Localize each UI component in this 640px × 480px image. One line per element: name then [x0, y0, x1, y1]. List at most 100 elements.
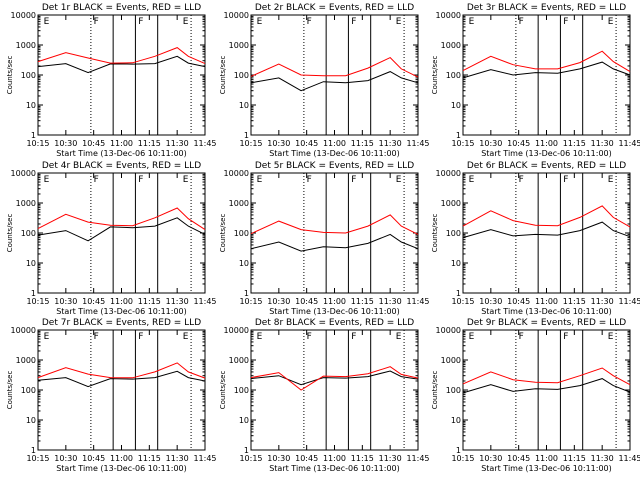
x-tick-label: 10:30: [54, 454, 77, 463]
x-tick-label: 11:00: [535, 297, 558, 306]
y-tick-label: 10000: [11, 169, 36, 178]
flag-mark: F: [519, 17, 524, 27]
x-tick-label: 10:45: [507, 297, 530, 306]
flag-mark: E: [44, 332, 50, 342]
panel-6: Det 6r BLACK = Events, RED = LLD E F F E 1 10 1…: [431, 161, 640, 316]
panel-3: Det 3r BLACK = Events, RED = LLD E F F E 1 10 1…: [431, 3, 640, 158]
panel-title: Det 8r BLACK = Events, RED = LLD: [255, 318, 414, 328]
x-tick-label: 11:45: [406, 454, 429, 463]
y-axis-label: Counts/sec: [219, 56, 227, 95]
x-tick-label: 10:30: [267, 139, 290, 148]
y-axis-label: Counts/sec: [431, 56, 439, 95]
panel-1: Det 1r BLACK = Events, RED = LLD E F F E 1 10 1…: [6, 3, 217, 158]
y-tick-label: 100: [446, 229, 461, 238]
panel-title: Det 4r BLACK = Events, RED = LLD: [42, 161, 201, 171]
x-tick-label: 10:30: [267, 454, 290, 463]
flag-mark: E: [396, 175, 402, 185]
x-tick-label: 11:00: [535, 454, 558, 463]
x-axis-label: Start Time (13-Dec-06 10:11:00): [269, 464, 400, 473]
x-tick-label: 10:45: [507, 454, 530, 463]
x-tick-label: 11:45: [193, 139, 216, 148]
series-line: [462, 61, 631, 79]
x-tick-label: 11:00: [110, 297, 133, 306]
y-tick-label: 1: [31, 446, 36, 455]
x-tick-label: 10:30: [267, 297, 290, 306]
x-tick-label: 11:30: [166, 297, 189, 306]
flag-mark: E: [44, 17, 50, 27]
y-tick-label: 10000: [436, 11, 461, 20]
y-tick-label: 100: [21, 386, 36, 395]
flag-mark: E: [257, 175, 263, 185]
x-tick-label: 11:30: [591, 454, 614, 463]
plot-frame: [250, 14, 419, 136]
y-tick-label: 10: [239, 101, 249, 110]
x-tick-label: 10:30: [54, 139, 77, 148]
y-tick-label: 10: [239, 416, 249, 425]
x-tick-label: 10:45: [295, 139, 318, 148]
flag-mark: E: [257, 17, 263, 27]
x-tick-label: 11:45: [406, 139, 429, 148]
x-tick-label: 11:45: [618, 297, 640, 306]
y-tick-label: 10: [451, 101, 461, 110]
flag-mark: E: [469, 175, 475, 185]
y-tick-label: 10: [239, 259, 249, 268]
x-tick-label: 10:30: [54, 297, 77, 306]
x-tick-label: 11:15: [563, 139, 586, 148]
flag-mark: F: [138, 332, 143, 342]
panel-title: Det 7r BLACK = Events, RED = LLD: [42, 318, 201, 328]
y-tick-label: 100: [234, 386, 249, 395]
x-tick-label: 11:15: [563, 297, 586, 306]
y-tick-label: 10000: [11, 11, 36, 20]
x-tick-label: 10:15: [239, 454, 262, 463]
x-axis-label: Start Time (13-Dec-06 10:11:00): [269, 149, 400, 158]
x-tick-label: 11:15: [351, 297, 374, 306]
y-tick-label: 1: [31, 131, 36, 140]
x-tick-label: 10:15: [26, 454, 49, 463]
series-line: [250, 366, 419, 391]
y-tick-label: 1: [456, 446, 461, 455]
y-tick-label: 1000: [441, 356, 461, 365]
flag-mark: F: [307, 332, 312, 342]
x-axis-label: Start Time (13-Dec-06 10:11:00): [481, 149, 612, 158]
y-axis-label: Counts/sec: [6, 214, 14, 253]
flag-mark: F: [94, 17, 99, 27]
x-tick-label: 11:30: [379, 139, 402, 148]
x-tick-label: 10:15: [451, 139, 474, 148]
flag-mark: F: [307, 175, 312, 185]
x-axis-label: Start Time (13-Dec-06 10:11:00): [56, 464, 187, 473]
series-line: [462, 378, 631, 394]
x-tick-label: 10:15: [239, 297, 262, 306]
flag-mark: E: [469, 17, 475, 27]
x-tick-label: 11:45: [618, 454, 640, 463]
x-tick-label: 11:00: [323, 297, 346, 306]
x-tick-label: 10:15: [451, 297, 474, 306]
x-tick-label: 10:30: [479, 297, 502, 306]
flag-mark: F: [138, 17, 143, 27]
flag-mark: E: [396, 332, 402, 342]
x-tick-label: 11:00: [535, 139, 558, 148]
x-tick-label: 11:30: [379, 297, 402, 306]
y-tick-label: 10: [451, 259, 461, 268]
y-axis-label: Counts/sec: [219, 214, 227, 253]
y-tick-label: 100: [234, 71, 249, 80]
x-axis-label: Start Time (13-Dec-06 10:11:00): [56, 149, 187, 158]
flag-mark: E: [608, 332, 614, 342]
y-tick-label: 10: [26, 101, 36, 110]
y-axis-label: Counts/sec: [431, 214, 439, 253]
y-tick-label: 10000: [436, 326, 461, 335]
plot-frame: [37, 329, 206, 451]
series-line: [462, 367, 631, 386]
x-tick-label: 11:30: [379, 454, 402, 463]
y-tick-label: 1000: [16, 41, 36, 50]
flag-mark: F: [138, 175, 143, 185]
x-tick-label: 10:45: [82, 297, 105, 306]
y-tick-label: 1: [244, 289, 249, 298]
x-tick-label: 10:30: [479, 139, 502, 148]
panel-8: Det 8r BLACK = Events, RED = LLD E F F E 1 10 1…: [219, 318, 430, 473]
x-tick-label: 11:30: [166, 454, 189, 463]
x-axis-label: Start Time (13-Dec-06 10:11:00): [481, 307, 612, 316]
x-tick-label: 10:15: [451, 454, 474, 463]
x-tick-label: 10:45: [507, 139, 530, 148]
series-line: [462, 50, 631, 73]
